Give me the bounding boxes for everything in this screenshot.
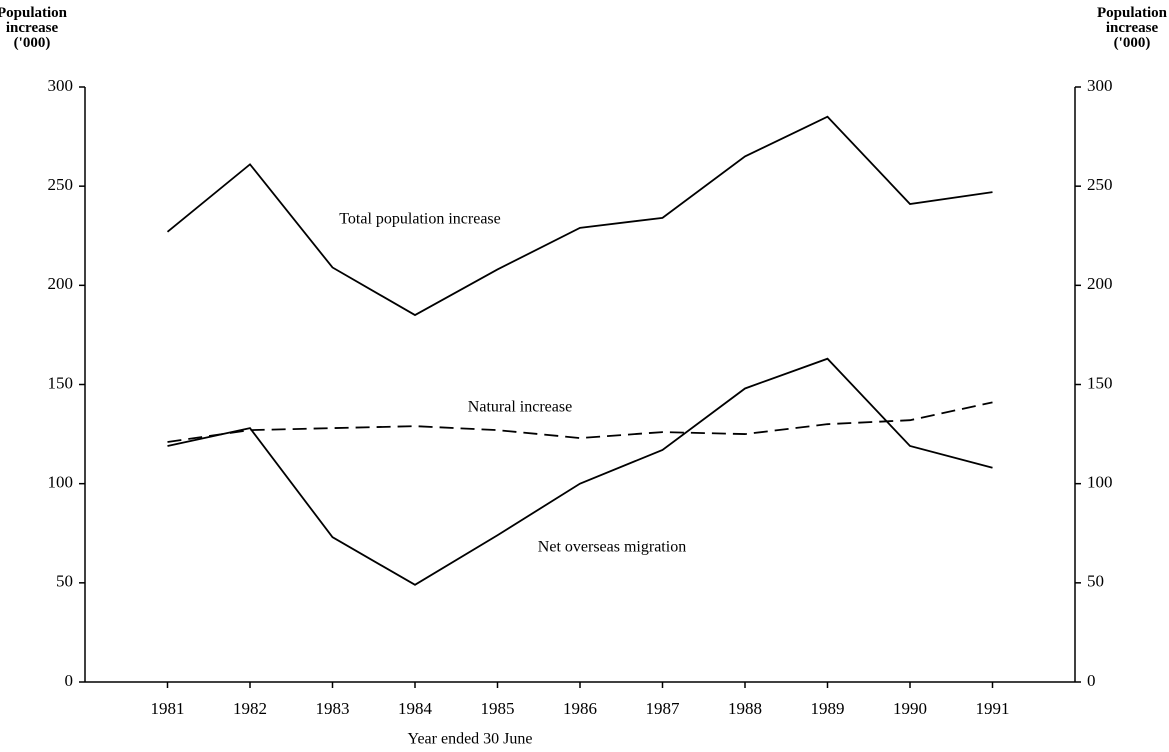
x-axis-label: Year ended 30 June xyxy=(407,731,532,748)
series-line xyxy=(167,401,993,443)
y2-tick-label: 100 xyxy=(1087,473,1113,492)
y2-tick-label: 0 xyxy=(1087,671,1096,690)
y-axis-label: Population increase ('000) xyxy=(0,5,68,51)
y-tick-label: 150 xyxy=(48,373,74,392)
x-tick-label: 1987 xyxy=(646,699,681,718)
y-tick-label: 50 xyxy=(56,572,73,591)
x-tick-label: 1984 xyxy=(398,699,433,718)
x-tick-label: 1982 xyxy=(233,699,267,718)
y2-tick-label: 150 xyxy=(1087,373,1113,392)
y2-tick-label: 200 xyxy=(1087,274,1113,293)
y-tick-label: 100 xyxy=(48,473,74,492)
y2-tick-label: 250 xyxy=(1087,175,1113,194)
x-tick-label: 1990 xyxy=(893,699,927,718)
x-tick-label: 1986 xyxy=(563,699,597,718)
x-tick-label: 1988 xyxy=(728,699,762,718)
x-tick-label: 1983 xyxy=(316,699,350,718)
series-label: Natural increase xyxy=(468,399,572,416)
y-tick-label: 300 xyxy=(48,76,74,95)
x-tick-label: 1989 xyxy=(811,699,845,718)
series-line xyxy=(166,115,993,317)
x-tick-label: 1981 xyxy=(151,699,185,718)
y2-tick-label: 300 xyxy=(1087,76,1113,95)
series-label: Total population increase xyxy=(339,211,501,228)
y-tick-label: 200 xyxy=(48,274,74,293)
series-line xyxy=(167,357,993,586)
series-label: Net overseas migration xyxy=(538,539,686,556)
y-tick-label: 250 xyxy=(48,175,74,194)
y2-axis-label: Population increase ('000) xyxy=(1096,5,1168,51)
x-tick-label: 1991 xyxy=(976,699,1010,718)
y-tick-label: 0 xyxy=(65,671,74,690)
y2-tick-label: 50 xyxy=(1087,572,1104,591)
x-tick-label: 1985 xyxy=(481,699,515,718)
